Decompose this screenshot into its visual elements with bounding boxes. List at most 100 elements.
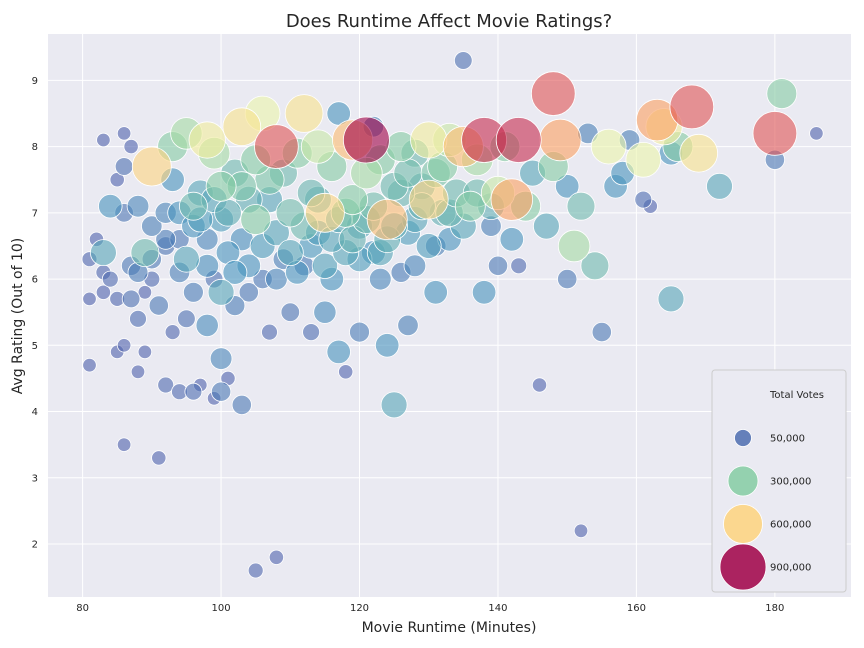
data-point <box>375 333 400 358</box>
data-point <box>231 394 252 415</box>
data-point <box>408 179 449 220</box>
data-point <box>342 116 390 164</box>
data-point <box>254 124 299 169</box>
data-point <box>195 313 219 337</box>
data-point <box>126 194 150 218</box>
data-point <box>222 107 262 146</box>
data-point <box>510 257 528 275</box>
data-point <box>240 204 272 235</box>
data-point <box>178 191 208 221</box>
y-tick-label: 7 <box>32 208 38 219</box>
data-point <box>247 562 264 579</box>
data-point <box>209 347 233 370</box>
data-point <box>238 282 259 303</box>
data-point <box>207 278 235 306</box>
data-point <box>311 252 338 279</box>
data-point <box>410 121 448 159</box>
data-point <box>131 146 172 187</box>
data-point <box>591 321 612 343</box>
y-tick-label: 8 <box>32 142 38 153</box>
x-axis-label: Movie Runtime (Minutes) <box>362 620 537 636</box>
x-tick-label: 120 <box>350 603 369 614</box>
data-point <box>657 285 685 313</box>
y-tick-label: 2 <box>32 540 38 551</box>
data-point <box>415 233 442 259</box>
data-point <box>130 238 160 268</box>
data-point <box>114 157 134 176</box>
x-tick-label: 140 <box>488 603 507 614</box>
data-point <box>809 126 824 141</box>
data-point <box>326 339 351 365</box>
y-tick-label: 9 <box>32 76 38 87</box>
data-point <box>487 255 509 276</box>
data-point <box>338 364 354 380</box>
data-point <box>313 300 337 324</box>
data-point <box>211 381 232 402</box>
data-point <box>214 199 242 227</box>
y-tick-label: 6 <box>32 275 38 286</box>
data-point <box>499 227 525 252</box>
data-point <box>300 129 336 164</box>
data-point <box>95 284 112 300</box>
data-point <box>531 377 548 393</box>
data-point <box>116 338 132 353</box>
data-point <box>495 117 542 163</box>
data-point <box>349 321 370 343</box>
data-point <box>82 358 97 373</box>
data-point <box>276 239 304 267</box>
data-point <box>123 139 139 155</box>
data-point <box>625 142 662 178</box>
data-point <box>530 71 576 116</box>
chart-title: Does Runtime Affect Movie Ratings? <box>286 11 612 32</box>
x-tick-label: 180 <box>765 603 784 614</box>
data-point <box>368 267 392 291</box>
x-tick-label: 160 <box>627 603 646 614</box>
data-point <box>90 239 117 267</box>
data-point <box>121 289 141 309</box>
data-point <box>454 190 486 222</box>
data-point <box>261 323 278 341</box>
data-point <box>471 280 497 305</box>
data-point <box>177 309 196 329</box>
y-tick-label: 3 <box>32 473 38 484</box>
data-point <box>164 324 181 341</box>
legend-label: 300,000 <box>770 477 811 488</box>
data-point <box>752 111 798 156</box>
data-point <box>182 281 204 303</box>
y-tick-label: 4 <box>32 407 38 418</box>
data-point <box>148 295 169 316</box>
data-point <box>669 84 715 130</box>
data-point <box>555 174 580 199</box>
data-point <box>557 229 591 263</box>
data-point <box>268 549 284 565</box>
data-point <box>766 78 798 109</box>
data-points <box>81 51 824 579</box>
tick-labels: 80 100 120 140 160 180 2 3 4 5 6 7 8 9 <box>32 76 785 614</box>
data-point <box>304 192 345 233</box>
y-tick-label: 5 <box>32 341 38 352</box>
data-point <box>172 245 200 273</box>
data-point <box>533 212 560 240</box>
data-point <box>490 178 533 221</box>
data-point <box>557 268 578 290</box>
data-point <box>137 285 153 300</box>
data-point <box>566 191 596 221</box>
data-point <box>101 270 119 288</box>
legend-marker <box>734 429 752 447</box>
data-point <box>137 344 153 360</box>
data-point <box>188 121 226 159</box>
data-point <box>116 437 132 452</box>
data-point <box>130 364 146 380</box>
data-point <box>151 450 167 466</box>
data-point <box>222 259 248 285</box>
data-point <box>634 190 653 209</box>
data-point <box>302 323 321 342</box>
data-point <box>96 132 111 148</box>
y-axis-label: Avg Rating (Out of 10) <box>10 238 26 394</box>
legend-marker <box>719 543 767 591</box>
data-point <box>453 51 473 70</box>
data-point <box>590 128 627 165</box>
data-point <box>98 193 123 219</box>
data-point <box>706 172 733 200</box>
legend: Total Votes 50,000 300,000 600,000 900,000 <box>711 369 847 593</box>
